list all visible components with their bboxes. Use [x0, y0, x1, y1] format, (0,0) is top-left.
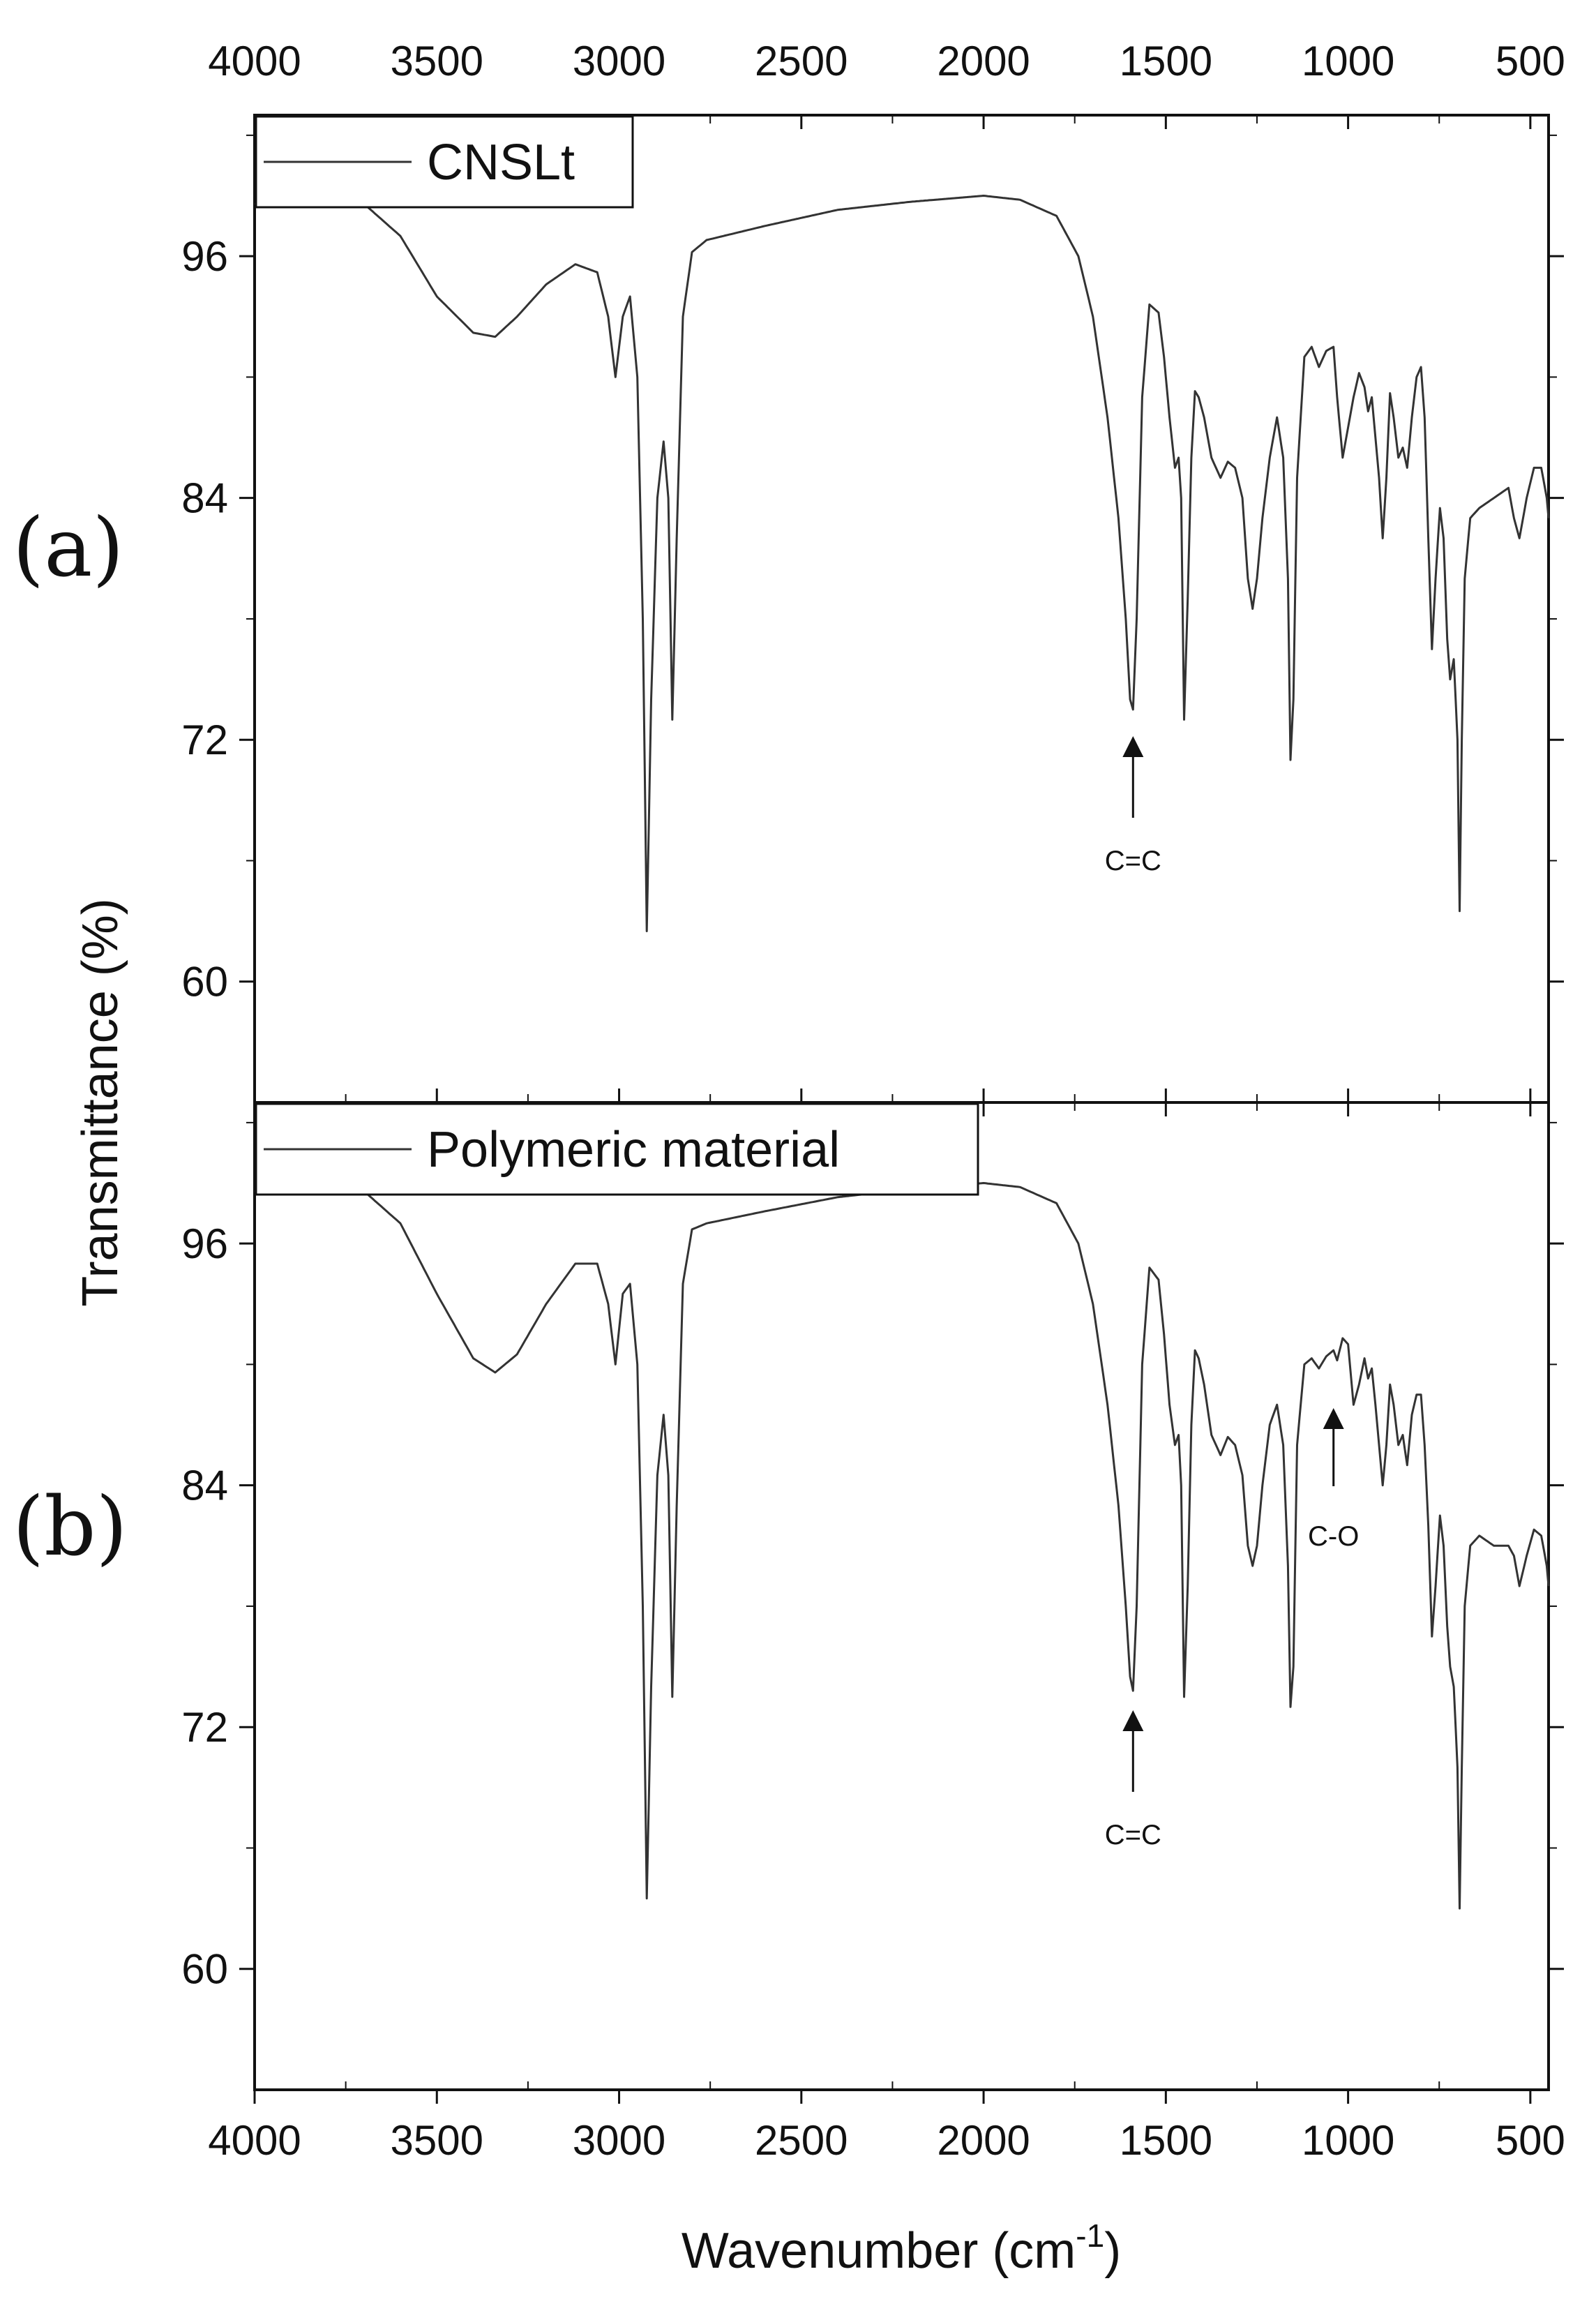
x-tick-label-top-4: 2000 [937, 38, 1030, 84]
panel-label-b: (b) [13, 1480, 128, 1574]
legend-b-label: Polymeric material [427, 1122, 840, 1178]
x-tick-label-top-6: 1000 [1302, 38, 1394, 84]
x-axis-title-sup: -1 [1076, 2217, 1104, 2254]
x-tick-label-top-0: 4000 [208, 38, 301, 84]
panel-label-a: (a) [13, 501, 124, 595]
x-tick-label-bottom-4: 2000 [937, 2117, 1030, 2164]
y-tick-label-0-3: 96 [181, 233, 228, 280]
x-tick-label-bottom-6: 1000 [1302, 2117, 1394, 2164]
annotations: C=C C=C C-O [1105, 736, 1359, 1850]
y-tick-label-1-1: 72 [181, 1704, 228, 1751]
x-axis-title-main: Wavenumber (cm [682, 2223, 1076, 2279]
y-tick-label-1-3: 96 [181, 1220, 228, 1267]
y-tick-label-0-0: 60 [181, 959, 228, 1005]
x-tick-label-bottom-7: 500 [1496, 2117, 1565, 2164]
x-tick-label-top-3: 2500 [755, 38, 848, 84]
series-lines [255, 195, 1550, 1910]
annotation-label-0-0: C=C [1105, 846, 1161, 876]
y-axis-title: Transmittance (%) [73, 898, 128, 1306]
legend-a: CNSLt [255, 115, 634, 209]
x-tick-label-bottom-5: 1500 [1120, 2117, 1212, 2164]
panel-b-frame [253, 1101, 1550, 2091]
x-tick-label-bottom-1: 3500 [391, 2117, 483, 2164]
series-line-cnslt [255, 195, 1550, 932]
legend-b: Polymeric material [255, 1102, 979, 1196]
x-tick-label-top-5: 1500 [1120, 38, 1212, 84]
x-tick-label-bottom-2: 3000 [573, 2117, 665, 2164]
x-tick-label-top-7: 500 [1496, 38, 1565, 84]
y-tick-label-1-0: 60 [181, 1946, 228, 1993]
x-tick-label-bottom-0: 4000 [208, 2117, 301, 2164]
x-tick-label-top-1: 3500 [391, 38, 483, 84]
x-axis-title: Wavenumber (cm-1) [682, 2217, 1121, 2279]
legend-a-label: CNSLt [427, 135, 575, 190]
annotation-label-1-1: C-O [1308, 1521, 1359, 1552]
y-tick-label-0-1: 72 [181, 717, 228, 763]
panel-a-frame [253, 114, 1550, 1104]
x-tick-label-bottom-3: 2500 [755, 2117, 848, 2164]
x-axis-title-close: ) [1104, 2223, 1121, 2279]
y-tick-label-1-2: 84 [181, 1463, 228, 1509]
annotation-label-1-0: C=C [1105, 1820, 1161, 1850]
y-tick-label-0-2: 84 [181, 475, 228, 522]
x-tick-label-top-2: 3000 [573, 38, 665, 84]
tick-marks: 4000 4000 3500 3500 3000 3000 2500 2500 2000 2000… [181, 38, 1565, 2164]
